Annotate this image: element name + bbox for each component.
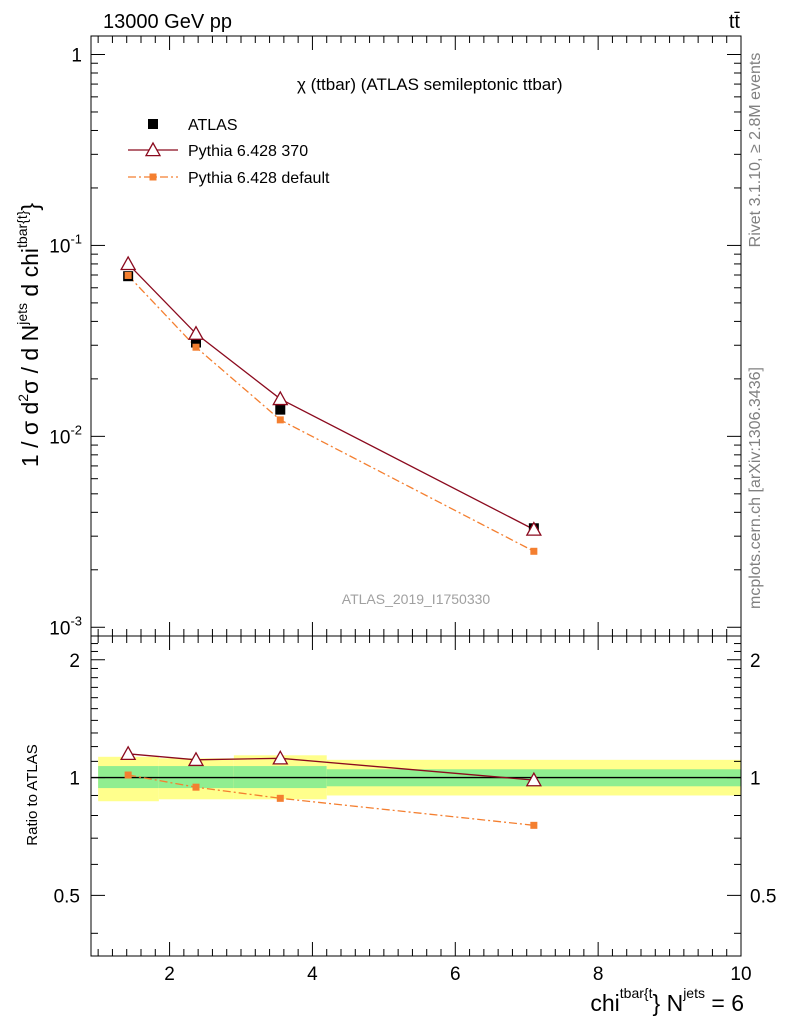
y-tick-label: 10-1 bbox=[49, 231, 82, 257]
ratio-point-pythia-370 bbox=[120, 745, 137, 761]
process-label: tt̄ bbox=[729, 11, 741, 33]
series-line-pythia-370 bbox=[127, 263, 535, 531]
svg-text:1 / σ d2σ / d Njets d chitbar{: 1 / σ d2σ / d Njets d chitbar{t}} bbox=[14, 203, 43, 467]
x-tick-label: 8 bbox=[593, 964, 604, 985]
x-tick-label: 2 bbox=[164, 964, 175, 985]
ratio-point-pythia-370 bbox=[187, 751, 205, 767]
mcplots-label: mcplots.cern.ch [arXiv:1306.3436] bbox=[747, 367, 764, 609]
ratio-point-pythia-default bbox=[192, 783, 200, 791]
ratio-tick-label-left: 0.5 bbox=[54, 886, 80, 907]
x-tick-label: 6 bbox=[450, 964, 461, 985]
ratio-line-pythia-default bbox=[127, 774, 534, 826]
x-tick-label: 10 bbox=[730, 964, 751, 985]
ratio-tick-label-left: 1 bbox=[69, 769, 80, 790]
ratio-tick-label-right: 0.5 bbox=[750, 886, 776, 907]
ratio-point-pythia-370 bbox=[272, 749, 289, 765]
legend-marker-pythia-370 bbox=[144, 141, 162, 157]
ratio-point-pythia-default bbox=[124, 771, 132, 779]
series-line-pythia-default bbox=[127, 275, 535, 552]
data-point-pythia-default bbox=[124, 271, 132, 279]
data-point-pythia-370 bbox=[525, 521, 542, 536]
data-point-pythia-default bbox=[192, 343, 200, 351]
legend-marker-atlas bbox=[148, 119, 158, 129]
ratio-point-pythia-default bbox=[276, 794, 284, 802]
x-tick-label: 4 bbox=[307, 964, 318, 985]
y-tick-label: 10-2 bbox=[49, 422, 82, 448]
legend-label: Pythia 6.428 370 bbox=[188, 143, 308, 160]
y-tick-label: 1 bbox=[71, 46, 82, 67]
rivet-label: Rivet 3.1.10, ≥ 2.8M events bbox=[747, 53, 764, 248]
y-axis-label: 1 / σ d2σ / d Njets d chitbar{t}} bbox=[14, 203, 43, 467]
data-point-atlas bbox=[275, 404, 286, 415]
data-point-pythia-default bbox=[276, 416, 284, 424]
ratio-tick-label-right: 1 bbox=[750, 769, 761, 790]
chart-title: χ (ttbar) (ATLAS semileptonic ttbar) bbox=[297, 75, 563, 94]
ratio-frame bbox=[90, 635, 742, 957]
legend-label: ATLAS bbox=[188, 117, 238, 134]
ratio-tick-label-right: 2 bbox=[750, 651, 761, 672]
data-point-pythia-default bbox=[530, 547, 538, 555]
ratio-y-label: Ratio to ATLAS bbox=[24, 744, 41, 845]
ratio-line-pythia-370 bbox=[128, 753, 534, 781]
ratio-panel: 2 4 6 8 10 0.5 0.5 1 1 2 2 Ratio to ATLAS bbox=[24, 635, 776, 985]
y-tick-label: 10-3 bbox=[49, 613, 82, 639]
data-point-pythia-370 bbox=[187, 325, 205, 340]
energy-label: 13000 GeV pp bbox=[103, 11, 232, 33]
legend-marker-pythia-default bbox=[149, 173, 157, 181]
legend-label: Pythia 6.428 default bbox=[188, 170, 330, 187]
svg-text:chitbar{t} Njets = 6: chitbar{t} Njets = 6 bbox=[590, 985, 744, 1016]
x-axis-label: chitbar{t} Njets = 6 bbox=[590, 985, 744, 1016]
main-panel: 10-3 10-2 10-1 1 χ (ttbar) (ATLAS semilepto… bbox=[14, 35, 742, 639]
legend: ATLAS Pythia 6.428 370 Pythia 6.428 defaul… bbox=[128, 117, 330, 187]
ratio-point-pythia-default bbox=[530, 821, 538, 829]
ratio-tick-label-left: 2 bbox=[69, 651, 80, 672]
data-point-pythia-370 bbox=[272, 390, 289, 406]
analysis-id: ATLAS_2019_I1750330 bbox=[342, 591, 491, 607]
data-point-atlas bbox=[191, 337, 201, 348]
data-point-pythia-370 bbox=[120, 255, 137, 271]
ratio-point-pythia-370 bbox=[525, 771, 542, 787]
